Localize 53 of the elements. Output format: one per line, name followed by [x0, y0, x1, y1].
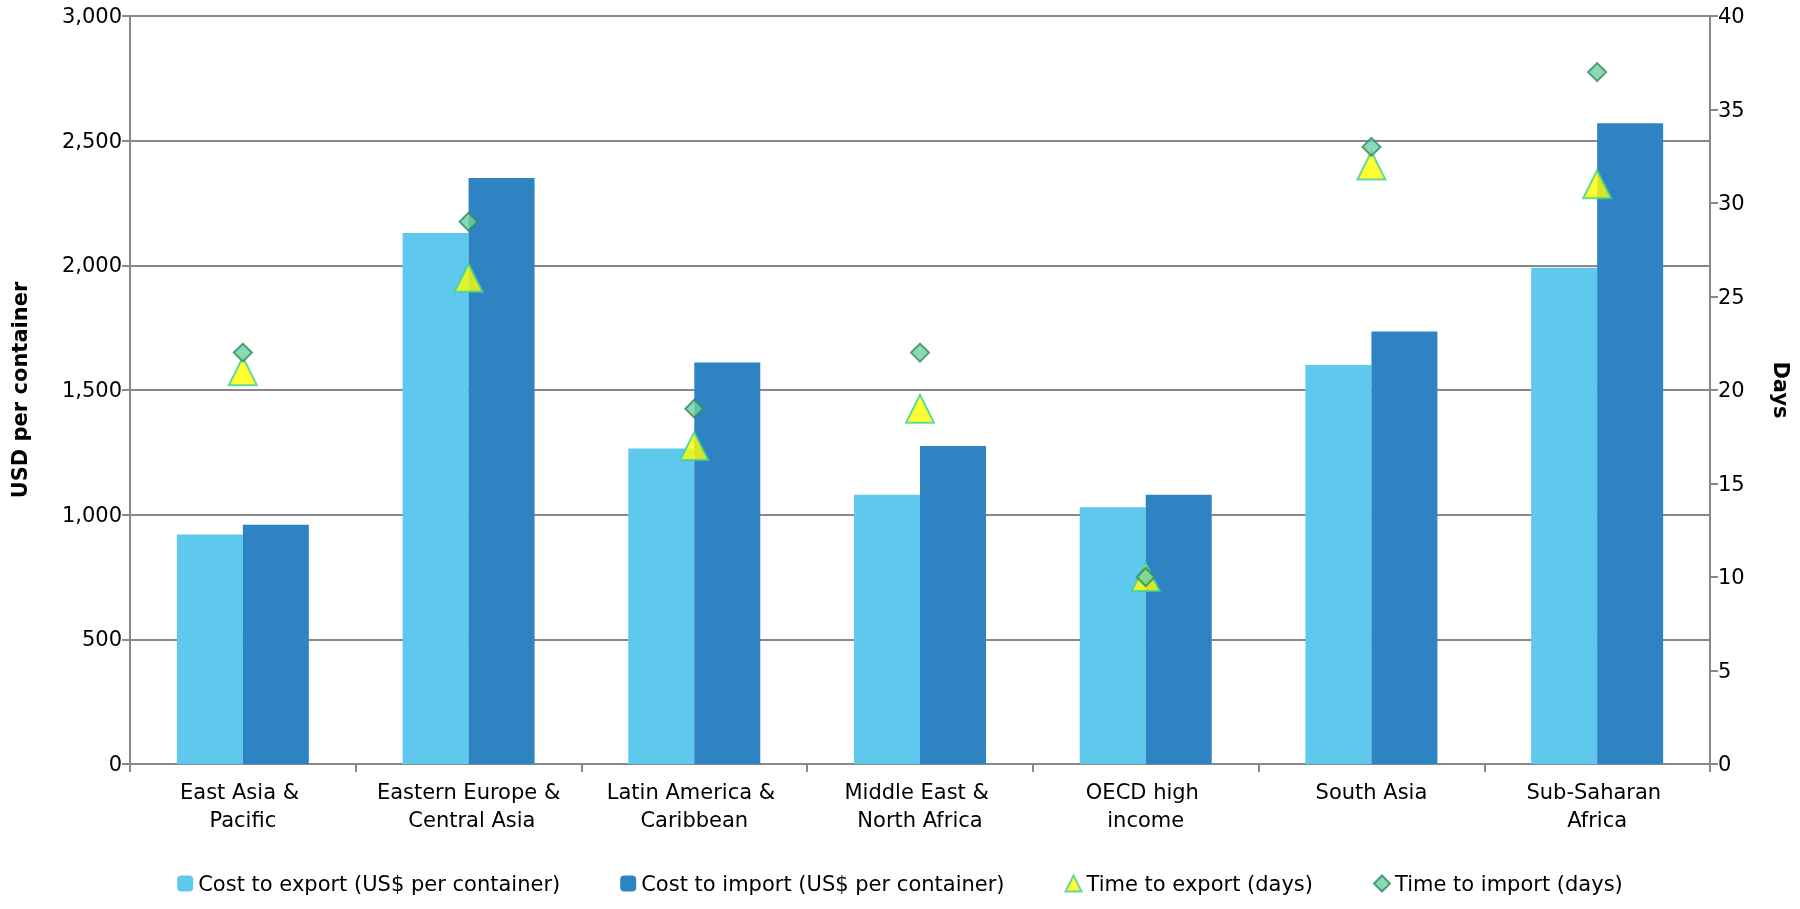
y2-tick-label: 35 — [1718, 97, 1745, 122]
y-tick-label: 3,000 — [61, 4, 122, 28]
bar — [1371, 331, 1438, 764]
point — [458, 211, 479, 232]
point — [453, 262, 484, 293]
y2-tick-label: 30 — [1718, 191, 1745, 215]
x-tick-label: Latin America & Caribbean — [606, 780, 782, 832]
point — [905, 393, 935, 424]
point — [1582, 169, 1613, 200]
point — [232, 342, 253, 363]
y-tick-label: 0 — [108, 752, 122, 776]
bar — [1079, 507, 1146, 764]
y2-axis-title: Days — [1768, 361, 1793, 419]
y2-tick-label: 25 — [1718, 284, 1745, 309]
legend-label: Cost to export (US$ per container) — [198, 871, 561, 896]
x-tick-label: East Asia & Pacific — [179, 780, 306, 832]
point — [910, 342, 930, 363]
bar — [402, 232, 469, 764]
y-axis-title: USD per container — [7, 281, 32, 499]
bar — [1305, 365, 1372, 764]
x-tick-label: Sub-Saharan Africa — [1526, 780, 1668, 832]
x-tick-label: South Asia — [1315, 780, 1428, 804]
bar — [854, 494, 920, 764]
point — [1587, 62, 1608, 83]
legend-label: Cost to import (US$ per container) — [641, 871, 1005, 896]
bar — [1531, 267, 1598, 764]
y2-tick-label: 0 — [1718, 752, 1732, 776]
y2-tick-label: 40 — [1718, 4, 1745, 28]
y-tick-label: 2,500 — [61, 128, 122, 153]
x-tick-label: Eastern Europe & Central Asia — [376, 780, 561, 832]
y2-tick-label: 15 — [1718, 471, 1745, 496]
y-tick-label: 1,000 — [61, 502, 122, 527]
legend-label: Time to export (days) — [1085, 871, 1314, 896]
y-tick-label: 500 — [81, 627, 122, 652]
point — [679, 431, 710, 462]
bar — [628, 448, 695, 764]
bar — [920, 446, 986, 764]
y-tick-label: 1,500 — [61, 378, 122, 402]
y2-tick-label: 5 — [1718, 658, 1732, 683]
bar — [468, 178, 535, 764]
y2-tick-label: 20 — [1718, 378, 1745, 402]
bar — [176, 534, 243, 764]
point — [1361, 136, 1382, 157]
bar — [1145, 494, 1212, 764]
legend-label: Time to import (days) — [1394, 871, 1623, 896]
x-tick-label: OECD high income — [1085, 780, 1206, 832]
point — [684, 398, 705, 419]
y2-tick-label: 10 — [1718, 565, 1745, 589]
bar — [1597, 123, 1664, 764]
y-tick-label: 2,000 — [61, 253, 122, 278]
bar — [242, 524, 309, 764]
x-tick-label: Middle East & North Africa — [844, 780, 996, 832]
bar — [694, 362, 761, 764]
